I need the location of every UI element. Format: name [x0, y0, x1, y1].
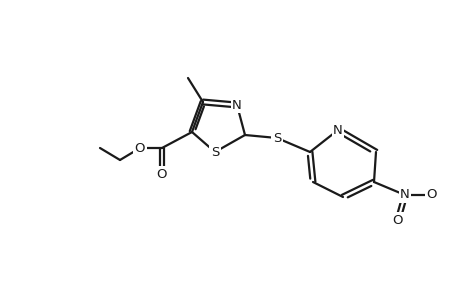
Text: N: N [399, 188, 409, 202]
Text: O: O [426, 188, 437, 202]
Text: S: S [210, 146, 218, 158]
Text: S: S [272, 131, 280, 145]
Text: O: O [157, 167, 167, 181]
Text: N: N [332, 124, 342, 136]
Text: N: N [232, 98, 241, 112]
Text: O: O [134, 142, 145, 154]
Text: O: O [392, 214, 403, 226]
